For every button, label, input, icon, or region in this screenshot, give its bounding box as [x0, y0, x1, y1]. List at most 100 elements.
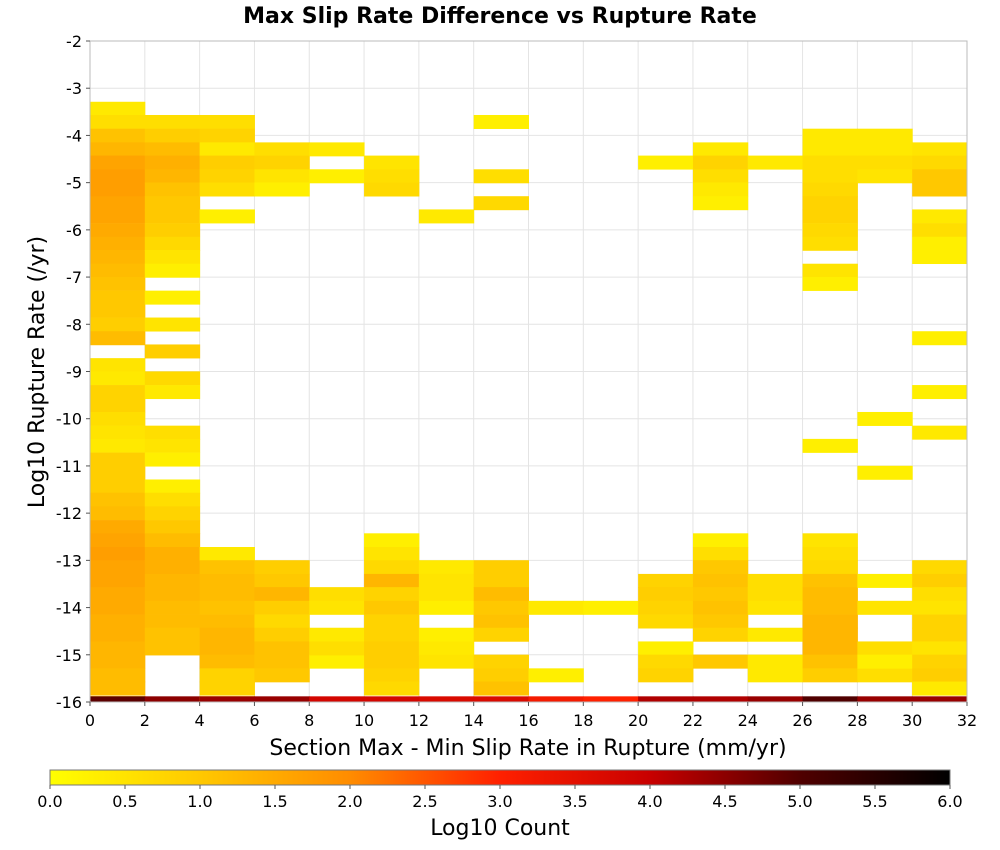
heatmap-cell	[802, 142, 858, 157]
heatmap-cell	[802, 128, 858, 143]
heatmap-cell	[144, 209, 201, 224]
heatmap-cell	[90, 614, 146, 629]
heatmap-cell	[90, 358, 146, 373]
heatmap-cell	[90, 520, 146, 535]
heatmap-cell	[857, 641, 913, 656]
heatmap-cell	[90, 182, 146, 197]
heatmap-cell	[912, 331, 968, 346]
heatmap-cell	[747, 600, 804, 615]
colorbar-tick-label: 1.5	[262, 792, 287, 811]
heatmap-cell	[692, 196, 749, 211]
heatmap-cell	[199, 641, 255, 656]
colorbar-tick-label: 6.0	[937, 792, 962, 811]
heatmap-cell	[802, 641, 858, 656]
heatmap-cell	[254, 169, 310, 184]
heatmap-cell	[309, 696, 365, 703]
heatmap-cell	[692, 182, 749, 197]
heatmap-cell	[254, 654, 310, 669]
heatmap-cell	[912, 696, 968, 703]
heatmap-cell	[912, 223, 968, 238]
heatmap-cell	[254, 587, 310, 602]
x-tick-label: 22	[683, 711, 703, 730]
heatmap-cell	[912, 600, 968, 615]
heatmap-cell	[857, 696, 913, 703]
x-tick-label: 18	[573, 711, 593, 730]
heatmap-cell	[802, 209, 858, 224]
heatmap-cell	[144, 438, 201, 453]
heatmap-cell	[638, 696, 694, 703]
heatmap-cell	[144, 182, 201, 197]
heatmap-cell	[90, 128, 146, 143]
heatmap-cell	[90, 169, 146, 184]
x-tick-label: 10	[354, 711, 374, 730]
heatmap-cell	[199, 114, 255, 129]
heatmap-cell	[418, 573, 475, 588]
heatmap-cell	[144, 317, 201, 332]
heatmap-cell	[802, 155, 858, 170]
heatmap-cell	[912, 573, 968, 588]
heatmap-cell	[199, 614, 255, 629]
heatmap-cell	[638, 614, 694, 629]
x-tick-label: 28	[847, 711, 867, 730]
heatmap-cell	[144, 492, 201, 507]
heatmap-cell	[638, 668, 694, 683]
heatmap-cell	[199, 668, 255, 683]
heatmap-cell	[473, 668, 529, 683]
heatmap-cell	[364, 155, 420, 170]
heatmap-cell	[912, 169, 968, 184]
x-tick-label: 32	[957, 711, 977, 730]
heatmap-cell	[912, 236, 968, 251]
heatmap-cell	[144, 223, 201, 238]
heatmap-cell	[857, 411, 913, 426]
heatmap-cell	[473, 627, 529, 642]
x-tick-label: 20	[628, 711, 648, 730]
heatmap-cell	[199, 128, 255, 143]
heatmap-cell	[638, 573, 694, 588]
heatmap-cell	[692, 614, 749, 629]
heatmap-cell	[364, 169, 420, 184]
heatmap-cell	[747, 627, 804, 642]
heatmap-cell	[90, 411, 146, 426]
heatmap-cell	[802, 627, 858, 642]
x-tick-label: 0	[85, 711, 95, 730]
heatmap-cell	[90, 492, 146, 507]
heatmap-cell	[418, 587, 475, 602]
colorbar-tick-label: 2.5	[412, 792, 437, 811]
heatmap-cell	[90, 479, 146, 494]
colorbar-tick-label: 3.5	[562, 792, 587, 811]
heatmap-cell	[802, 438, 858, 453]
heatmap-cell	[144, 600, 201, 615]
heatmap-cell	[364, 681, 420, 696]
heatmap-cell	[692, 547, 749, 561]
heatmap-cell	[90, 223, 146, 238]
colorbar-tick-label: 5.5	[862, 792, 887, 811]
heatmap-cell	[857, 142, 913, 157]
heatmap-cell	[90, 573, 146, 588]
heatmap-cell	[692, 169, 749, 184]
heatmap-cell	[857, 668, 913, 683]
x-tick-label: 4	[195, 711, 205, 730]
heatmap-cell	[90, 547, 146, 561]
heatmap-cell	[144, 169, 201, 184]
heatmap-cell	[254, 142, 310, 157]
heatmap-cell	[857, 128, 913, 143]
y-tick-label: -9	[66, 363, 82, 382]
heatmap-cell	[473, 573, 529, 588]
heatmap-cell	[309, 142, 365, 157]
y-tick-label: -11	[56, 457, 82, 476]
heatmap-cell	[747, 587, 804, 602]
heatmap-cell	[528, 600, 584, 615]
heatmap-cell	[802, 169, 858, 184]
heatmap-cell	[638, 155, 694, 170]
heatmap-cell	[473, 169, 529, 184]
y-axis-label: Log10 Rupture Rate (/yr)	[25, 236, 50, 508]
heatmap-cell	[802, 236, 858, 251]
x-tick-label: 2	[140, 711, 150, 730]
heatmap-cell	[692, 587, 749, 602]
chart-title: Max Slip Rate Difference vs Rupture Rate	[243, 4, 757, 29]
heatmap-cell	[309, 627, 365, 642]
heatmap-cell	[90, 276, 146, 291]
heatmap-cell	[638, 600, 694, 615]
heatmap-cell	[90, 290, 146, 305]
